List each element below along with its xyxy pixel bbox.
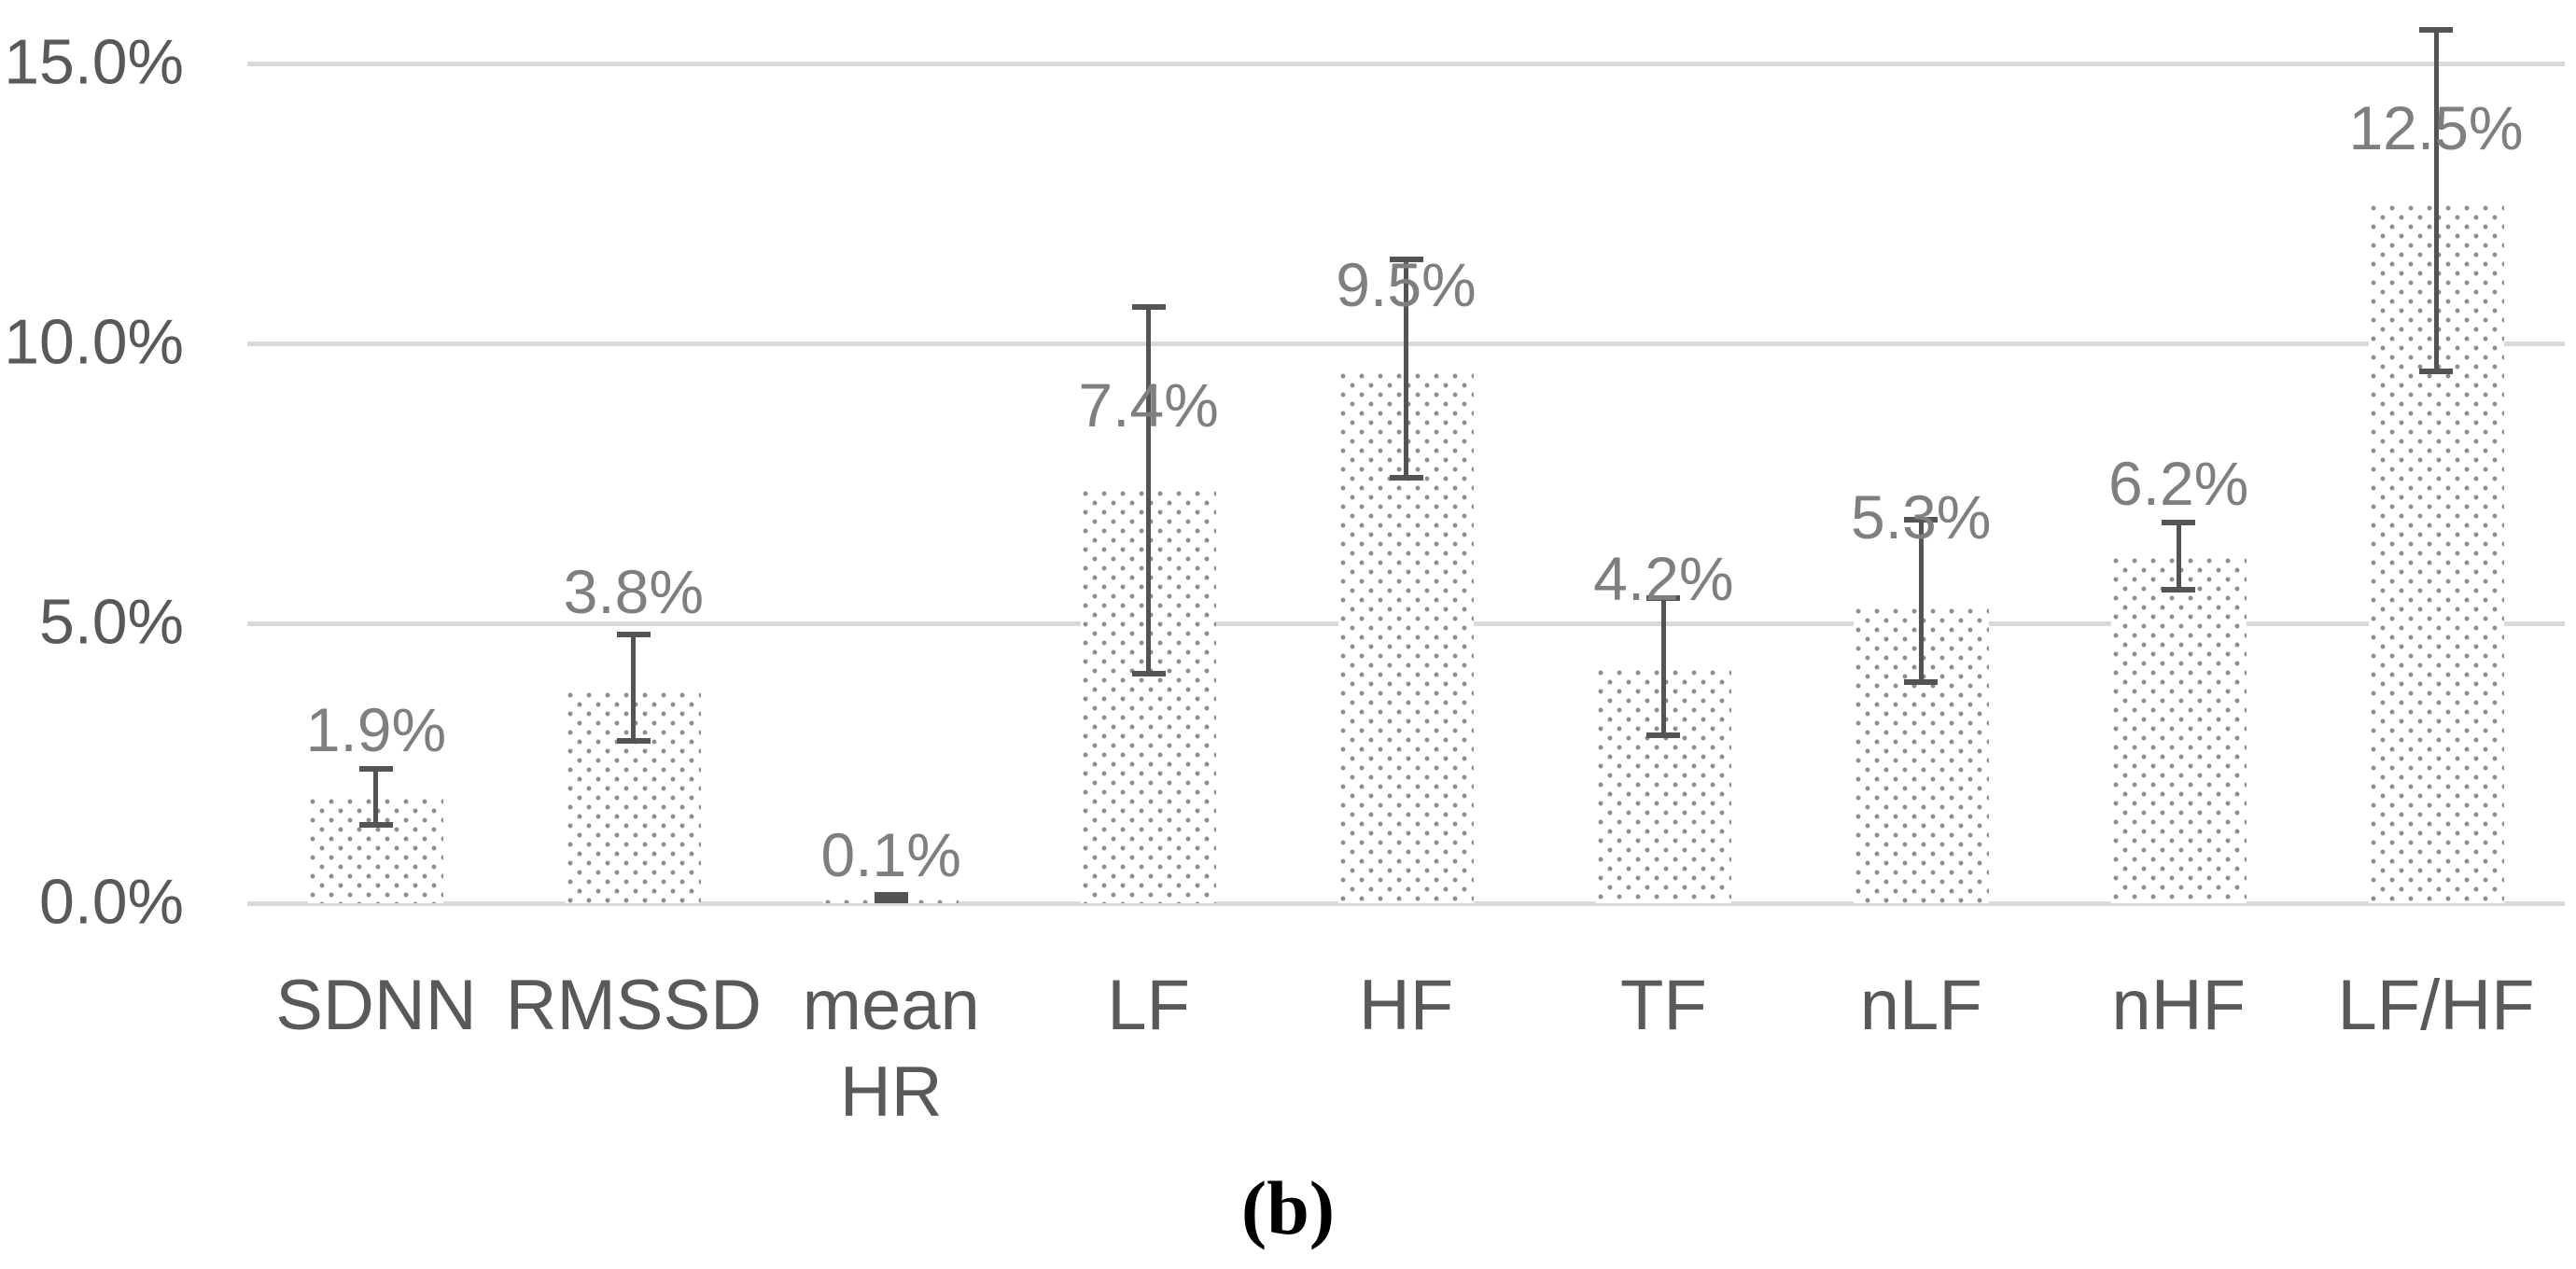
gridline bbox=[247, 901, 2565, 906]
error-bar-cap-top bbox=[358, 766, 393, 772]
error-bar-cap-top bbox=[874, 892, 908, 898]
error-bar-cap-bottom bbox=[1131, 671, 1166, 676]
error-bar-cap-bottom bbox=[1904, 679, 1939, 685]
data-label: 3.8% bbox=[563, 556, 705, 626]
error-bar-cap-bottom bbox=[874, 898, 908, 903]
gridline bbox=[247, 62, 2565, 66]
figure-caption: (b) bbox=[1240, 1165, 1336, 1250]
x-axis-category-label: RMSSD bbox=[505, 966, 763, 1045]
y-axis-tick-label: 0.0% bbox=[39, 866, 184, 938]
y-axis-tick-label: 10.0% bbox=[4, 306, 184, 378]
error-bar bbox=[1918, 520, 1924, 682]
x-axis-category-label: nLF bbox=[1859, 966, 1982, 1045]
x-axis-category-label: SDNN bbox=[275, 966, 477, 1045]
data-label: 1.9% bbox=[305, 695, 447, 764]
error-bar-cap-bottom bbox=[616, 738, 651, 744]
error-bar bbox=[373, 769, 379, 825]
x-axis-category-label: LF/HF bbox=[2337, 966, 2535, 1045]
x-axis-category-label: TF bbox=[1619, 966, 1707, 1045]
x-axis-category-label: nHF bbox=[2111, 966, 2246, 1045]
error-bar-cap-bottom bbox=[1389, 475, 1423, 481]
bar bbox=[2110, 556, 2247, 903]
error-bar-cap-top bbox=[1646, 595, 1681, 601]
error-bar-cap-top bbox=[2162, 520, 2196, 525]
error-bar-cap-top bbox=[1389, 257, 1423, 262]
y-axis-tick-label: 15.0% bbox=[4, 26, 184, 98]
error-bar bbox=[2433, 30, 2439, 371]
x-axis-category-label: LF bbox=[1107, 966, 1190, 1045]
error-bar-cap-top bbox=[2419, 27, 2454, 33]
y-axis-tick-label: 5.0% bbox=[39, 586, 184, 658]
data-label: 5.3% bbox=[1851, 482, 1992, 551]
error-bar bbox=[1404, 259, 1408, 478]
x-axis-category-label: HF bbox=[1358, 966, 1454, 1045]
error-bar-cap-top bbox=[1131, 304, 1166, 310]
error-bar-cap-top bbox=[616, 632, 651, 637]
error-bar-cap-bottom bbox=[2162, 587, 2196, 593]
x-axis-category-label: mean HR bbox=[802, 966, 980, 1132]
data-label: 12.5% bbox=[2348, 93, 2524, 162]
error-bar bbox=[1146, 307, 1152, 674]
data-label: 7.4% bbox=[1078, 370, 1219, 439]
data-label: 6.2% bbox=[2107, 449, 2249, 518]
data-label: 4.2% bbox=[1593, 544, 1734, 613]
error-bar bbox=[2176, 523, 2181, 590]
data-label: 9.5% bbox=[1336, 250, 1477, 319]
error-bar-cap-bottom bbox=[2419, 369, 2454, 374]
error-bar-cap-bottom bbox=[358, 822, 393, 828]
bar bbox=[1853, 607, 1989, 903]
error-bar bbox=[1660, 598, 1666, 735]
error-bar-cap-bottom bbox=[1646, 732, 1681, 738]
error-bar bbox=[631, 634, 637, 741]
error-bar-cap-top bbox=[1904, 517, 1939, 523]
data-label: 0.1% bbox=[820, 819, 961, 889]
